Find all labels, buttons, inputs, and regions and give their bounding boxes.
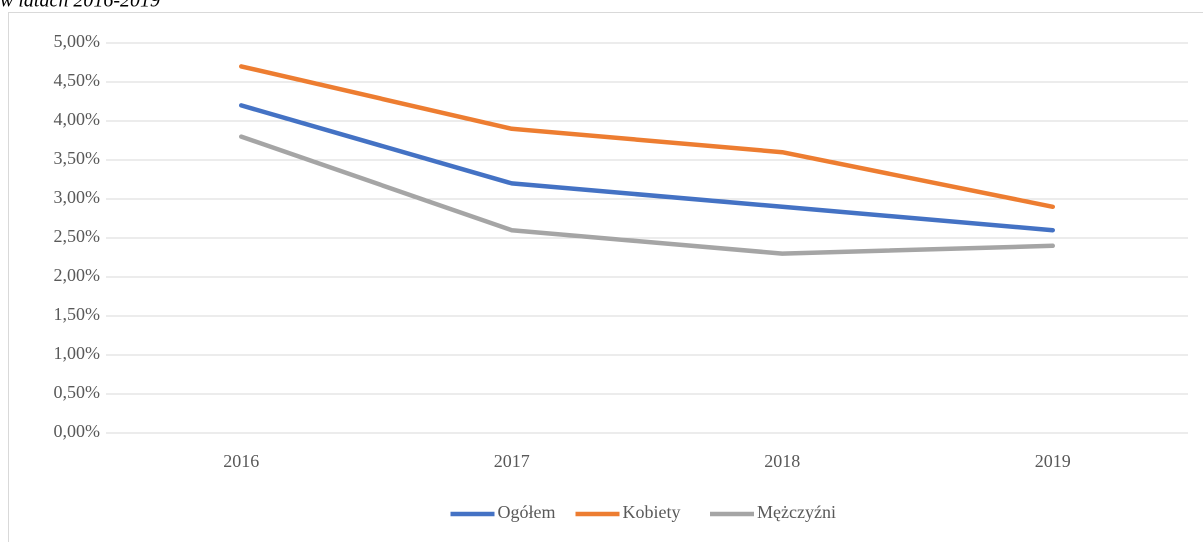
y-tick-label: 0,50% <box>54 382 101 402</box>
y-tick-label: 3,00% <box>54 187 101 207</box>
data-line <box>239 134 1055 256</box>
x-tick-label: 2018 <box>764 451 800 471</box>
y-tick-label: 1,00% <box>54 343 101 363</box>
legend-label: Ogółem <box>498 502 556 522</box>
y-tick-label: 0,00% <box>54 421 101 441</box>
x-tick-label: 2019 <box>1035 451 1071 471</box>
data-line <box>239 103 1055 233</box>
y-tick-label: 2,50% <box>54 226 101 246</box>
chart-title: w latach 2016-2019 <box>0 0 160 12</box>
y-tick-label: 4,00% <box>54 109 101 129</box>
data-line <box>239 64 1055 210</box>
y-tick-label: 3,50% <box>54 148 101 168</box>
legend-label: Kobiety <box>623 502 681 522</box>
x-tick-label: 2017 <box>494 451 530 471</box>
y-tick-label: 4,50% <box>54 70 101 90</box>
x-tick-label: 2016 <box>223 451 259 471</box>
y-tick-label: 5,00% <box>54 31 101 51</box>
y-tick-label: 1,50% <box>54 304 101 324</box>
y-tick-label: 2,00% <box>54 265 101 285</box>
legend-label: Mężczyźni <box>757 502 836 522</box>
